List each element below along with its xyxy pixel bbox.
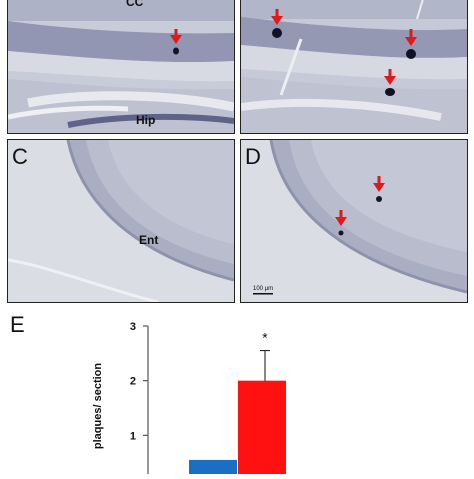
panel-label-e: E	[10, 312, 25, 337]
bar	[238, 380, 286, 479]
y-tick-label: 1	[130, 430, 136, 442]
region-label-ent: Ent	[139, 233, 159, 247]
bar-chart: E 1 2 3 plaques/ section *	[10, 312, 286, 479]
panel-b-micrograph	[241, 0, 467, 133]
panel-e-chart: E 1 2 3 plaques/ section *	[0, 306, 474, 479]
panel-b	[240, 0, 468, 134]
panel-c: C Ent	[7, 139, 235, 303]
panel-a: CC Hip	[7, 0, 235, 134]
panel-label-c: C	[12, 144, 28, 169]
scalebar-label: 100 μm	[253, 286, 274, 292]
panel-label-d: D	[245, 144, 261, 169]
y-axis-label: plaques/ section	[92, 363, 104, 449]
panel-d: D 100 μm	[240, 139, 468, 303]
panel-d-micrograph	[241, 140, 467, 302]
bar	[189, 459, 237, 479]
significance-annotation: *	[262, 330, 268, 346]
region-label-cc: CC	[126, 0, 144, 9]
y-tick-label: 3	[130, 321, 136, 333]
panel-a-micrograph	[8, 0, 234, 133]
y-tick-label: 2	[130, 376, 136, 388]
region-label-hip: Hip	[136, 113, 156, 127]
panel-c-micrograph	[8, 140, 234, 302]
